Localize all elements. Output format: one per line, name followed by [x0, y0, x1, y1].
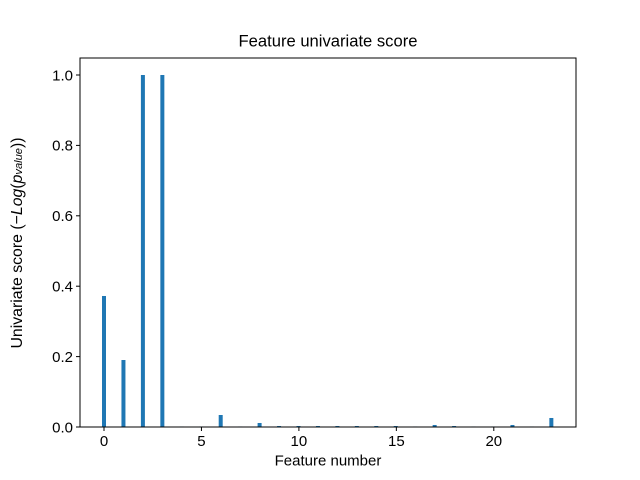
svg-text:0: 0 — [100, 433, 108, 450]
svg-text:0.4: 0.4 — [52, 279, 73, 296]
svg-text:1.0: 1.0 — [52, 67, 73, 84]
svg-text:0.2: 0.2 — [52, 349, 73, 366]
svg-text:0.6: 0.6 — [52, 208, 73, 225]
svg-text:5: 5 — [197, 433, 205, 450]
svg-text:Univariate score (−Log(pvalue): Univariate score (−Log(pvalue)) — [9, 137, 26, 348]
svg-text:0.8: 0.8 — [52, 138, 73, 155]
svg-text:20: 20 — [485, 433, 502, 450]
svg-text:Feature univariate score: Feature univariate score — [239, 32, 418, 51]
svg-text:0.0: 0.0 — [52, 419, 73, 436]
svg-text:15: 15 — [388, 433, 405, 450]
svg-text:Feature number: Feature number — [275, 453, 382, 470]
svg-text:10: 10 — [291, 433, 308, 450]
